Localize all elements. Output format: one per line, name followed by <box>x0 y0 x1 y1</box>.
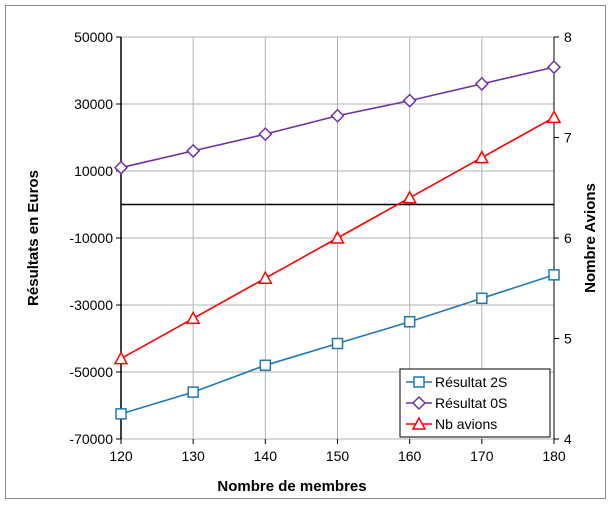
y2-tick-label: 4 <box>564 431 572 447</box>
chart-frame: 50000 30000 10000 -10000 -30000 -50000 -70000 1… <box>5 5 606 499</box>
x-tick-label: 160 <box>398 448 422 464</box>
x-tick-label: 170 <box>470 448 494 464</box>
y-tick-label: 30000 <box>74 96 113 112</box>
series-1-point <box>477 293 487 303</box>
x-tick-label: 150 <box>326 448 350 464</box>
series-1-point <box>405 317 415 327</box>
series-1-point <box>116 409 126 419</box>
legend-label-2: Résultat 0S <box>435 395 507 411</box>
x-tick-label: 140 <box>254 448 278 464</box>
y2-tick-label: 8 <box>564 29 572 45</box>
series-3-point <box>115 353 127 364</box>
series-3-point <box>548 111 560 122</box>
y-tick-label: 10000 <box>74 163 113 179</box>
legend-label-3: Nb avions <box>435 416 497 432</box>
series-2-point <box>548 61 560 73</box>
series-1-point <box>260 360 270 370</box>
y-tick-label: -30000 <box>69 297 113 313</box>
legend-marker-1 <box>414 377 424 387</box>
x-tick-label: 120 <box>109 448 133 464</box>
legend-layer: Résultat 2S Résultat 0S Nb avions <box>400 369 550 437</box>
y2-axis-title: Nombre Avions <box>582 183 599 293</box>
series-2-point <box>187 145 199 157</box>
series-2-point <box>476 78 488 90</box>
y-tick-label: 50000 <box>74 29 113 45</box>
series-2-point <box>259 128 271 140</box>
y-tick-label: -70000 <box>69 431 113 447</box>
y-axis-title: Résultats en Euros <box>25 170 42 306</box>
y-tick-label: -50000 <box>69 364 113 380</box>
x-axis-title: Nombre de membres <box>217 478 366 495</box>
series-3-point <box>187 312 199 323</box>
x-tick-label: 180 <box>542 448 566 464</box>
y2-tick-label: 6 <box>564 230 572 246</box>
series-1-point <box>549 270 559 280</box>
y2-tick-label: 5 <box>564 331 572 347</box>
y2-tick-label: 7 <box>564 130 572 146</box>
legend-label-1: Résultat 2S <box>435 374 507 390</box>
series-1-point <box>188 387 198 397</box>
series-2-point <box>404 95 416 107</box>
y-tick-label: -10000 <box>69 230 113 246</box>
series-2-point <box>332 110 344 122</box>
series-3-point <box>404 192 416 203</box>
series-2-point <box>115 162 127 174</box>
series-1-point <box>333 339 343 349</box>
x-tick-label: 130 <box>181 448 205 464</box>
series-3-point <box>476 152 488 163</box>
series-3-point <box>259 272 271 283</box>
chart-svg: 500003000010000-10000-30000-50000-700001… <box>6 6 607 500</box>
